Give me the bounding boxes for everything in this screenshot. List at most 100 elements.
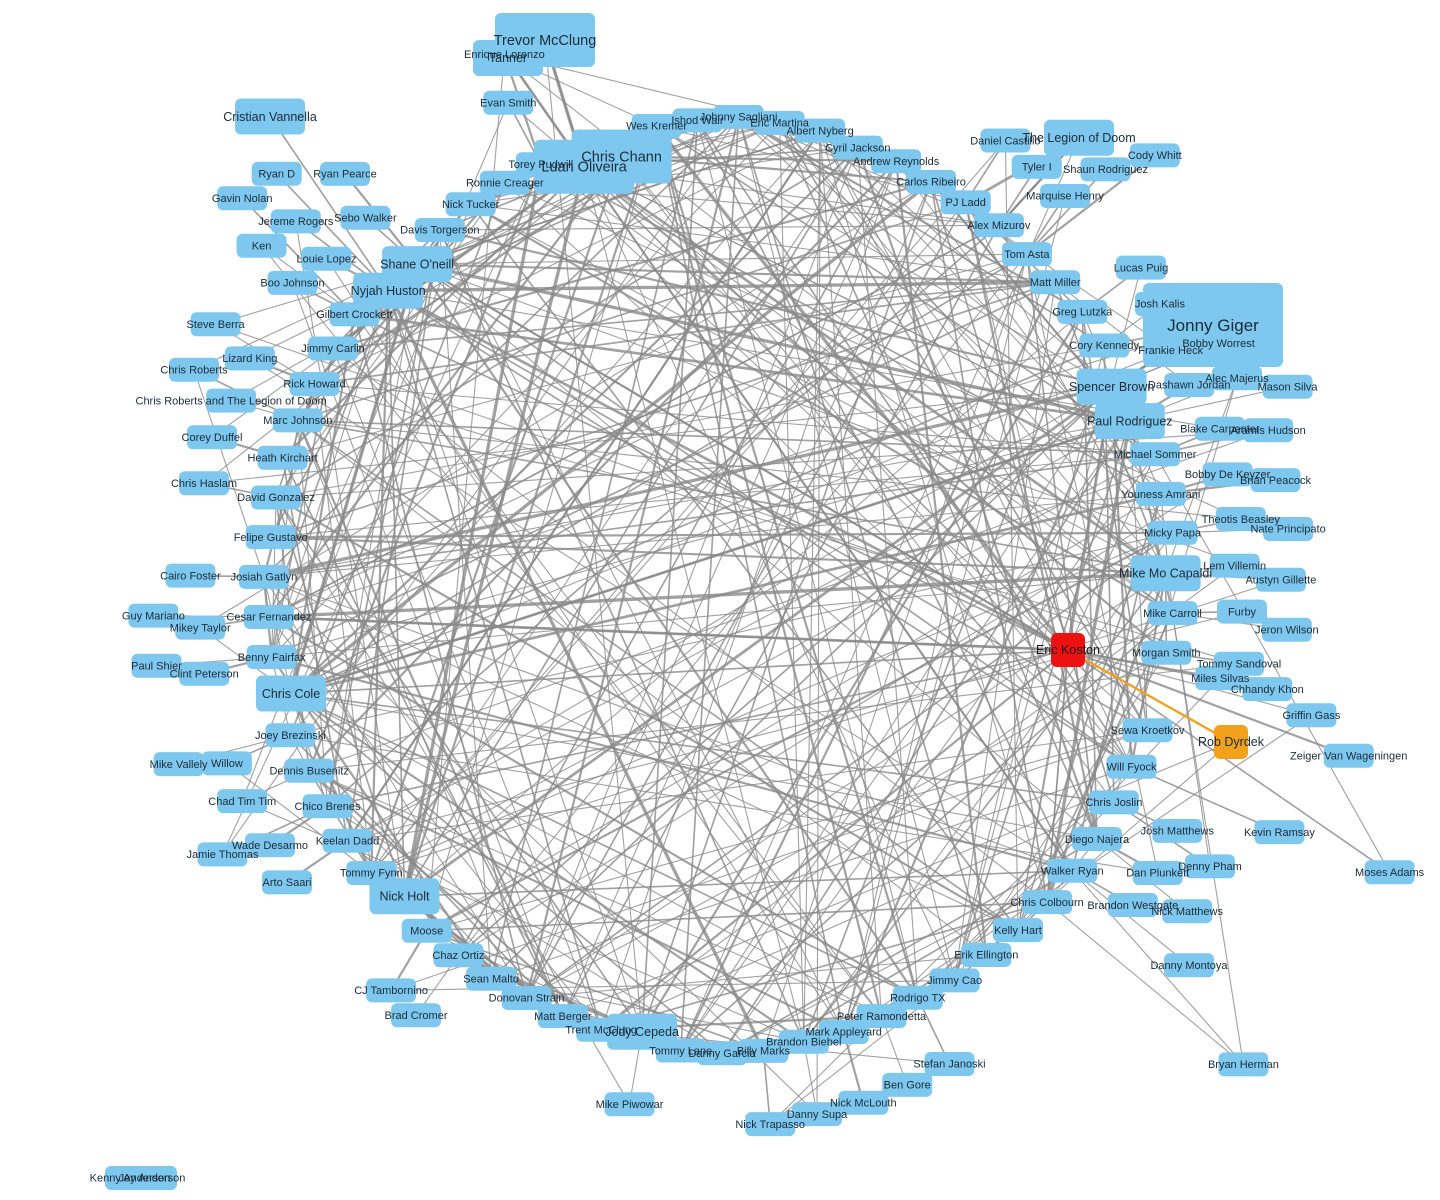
svg-text:Sewa Kroetkov: Sewa Kroetkov bbox=[1111, 725, 1185, 737]
svg-text:Josh Kalis: Josh Kalis bbox=[1135, 299, 1186, 311]
svg-text:Heath Kirchart: Heath Kirchart bbox=[247, 452, 317, 464]
svg-text:Cairo Foster: Cairo Foster bbox=[160, 570, 221, 582]
svg-text:Keelan Dadd: Keelan Dadd bbox=[316, 836, 380, 848]
svg-text:Evan Smith: Evan Smith bbox=[480, 97, 536, 109]
svg-text:Shane O'neill: Shane O'neill bbox=[380, 257, 454, 271]
svg-text:Trent McClung: Trent McClung bbox=[565, 1025, 637, 1037]
svg-text:Dan Plunkett: Dan Plunkett bbox=[1126, 868, 1189, 880]
svg-text:PJ Ladd: PJ Ladd bbox=[946, 197, 986, 209]
svg-text:Gavin Nolan: Gavin Nolan bbox=[212, 193, 273, 205]
svg-text:Spencer Brown: Spencer Brown bbox=[1069, 380, 1155, 394]
svg-text:Louie Lopez: Louie Lopez bbox=[297, 254, 357, 266]
svg-text:Chaz Ortiz: Chaz Ortiz bbox=[432, 950, 484, 962]
svg-text:Nick Holt: Nick Holt bbox=[379, 890, 430, 904]
svg-text:Chico Brenes: Chico Brenes bbox=[294, 801, 361, 813]
svg-text:Diego Najera: Diego Najera bbox=[1065, 834, 1130, 846]
svg-text:Willow: Willow bbox=[211, 758, 243, 770]
svg-text:Torey Pudwill: Torey Pudwill bbox=[508, 159, 573, 171]
svg-text:Enrique Lorenzo: Enrique Lorenzo bbox=[464, 49, 545, 61]
svg-text:Rodrigo TX: Rodrigo TX bbox=[890, 992, 946, 1004]
svg-text:Jimmy Cao: Jimmy Cao bbox=[927, 975, 982, 987]
svg-text:Josh Matthews: Josh Matthews bbox=[1141, 826, 1215, 838]
svg-text:Griffin Gass: Griffin Gass bbox=[1282, 710, 1340, 722]
svg-text:Chris Cole: Chris Cole bbox=[262, 687, 320, 701]
svg-text:Chhandy Khon: Chhandy Khon bbox=[1231, 684, 1304, 696]
svg-text:Mike Carroll: Mike Carroll bbox=[1143, 608, 1202, 620]
svg-text:Sean Malto: Sean Malto bbox=[463, 974, 519, 986]
svg-text:Andrew Reynolds: Andrew Reynolds bbox=[853, 156, 940, 168]
svg-text:Chris Roberts: Chris Roberts bbox=[160, 364, 228, 376]
svg-text:Chris Colbourn: Chris Colbourn bbox=[1010, 897, 1083, 909]
svg-text:Youness Amrani: Youness Amrani bbox=[1121, 489, 1200, 501]
svg-text:Jeron Wilson: Jeron Wilson bbox=[1255, 625, 1319, 637]
svg-text:Ken: Ken bbox=[252, 240, 272, 252]
svg-text:Cesar Fernandez: Cesar Fernandez bbox=[226, 612, 311, 624]
svg-text:Gilbert Crockett: Gilbert Crockett bbox=[316, 309, 392, 321]
svg-text:Erik Ellington: Erik Ellington bbox=[954, 950, 1018, 962]
svg-text:Dennis Busenitz: Dennis Busenitz bbox=[269, 766, 349, 778]
svg-text:Mason Silva: Mason Silva bbox=[1258, 381, 1319, 393]
svg-text:Nyjah Huston: Nyjah Huston bbox=[351, 284, 426, 298]
svg-text:Furby: Furby bbox=[1228, 606, 1257, 618]
svg-text:Donovan Strain: Donovan Strain bbox=[489, 993, 565, 1005]
svg-text:David Gonzalez: David Gonzalez bbox=[237, 492, 315, 504]
svg-text:Bobby Worrest: Bobby Worrest bbox=[1182, 338, 1255, 350]
svg-text:Ryan D: Ryan D bbox=[258, 169, 295, 181]
svg-text:Cyril Jackson: Cyril Jackson bbox=[825, 142, 890, 154]
svg-text:Marc Johnson: Marc Johnson bbox=[263, 415, 332, 427]
svg-text:CJ Tambornino: CJ Tambornino bbox=[354, 985, 428, 997]
svg-text:Austyn Gillette: Austyn Gillette bbox=[1245, 574, 1316, 586]
svg-text:Josiah Gatlyn: Josiah Gatlyn bbox=[231, 572, 298, 584]
svg-text:Brian Peacock: Brian Peacock bbox=[1240, 475, 1311, 487]
svg-text:Matt Berger: Matt Berger bbox=[534, 1011, 592, 1023]
svg-text:Chris Haslam: Chris Haslam bbox=[171, 478, 237, 490]
svg-text:Micky Papa: Micky Papa bbox=[1144, 527, 1202, 539]
svg-text:Alex Mizurov: Alex Mizurov bbox=[967, 220, 1030, 232]
svg-text:Tommy Fynn: Tommy Fynn bbox=[340, 868, 403, 880]
svg-text:Bryan Herman: Bryan Herman bbox=[1208, 1059, 1279, 1071]
svg-text:Tommy Lane: Tommy Lane bbox=[649, 1045, 712, 1057]
svg-text:Ben Gore: Ben Gore bbox=[884, 1080, 931, 1092]
svg-text:The Legion of Doom: The Legion of Doom bbox=[1022, 131, 1135, 145]
svg-text:Michael Sommer: Michael Sommer bbox=[1114, 449, 1197, 461]
svg-text:Nate Principato: Nate Principato bbox=[1250, 524, 1325, 536]
svg-text:Jamie Thomas: Jamie Thomas bbox=[187, 849, 259, 861]
svg-text:Morgan Smith: Morgan Smith bbox=[1132, 647, 1200, 659]
svg-text:Jey Anderson: Jey Anderson bbox=[119, 1173, 186, 1185]
svg-text:Boo Johnson: Boo Johnson bbox=[260, 278, 324, 290]
svg-text:Jimmy Carlin: Jimmy Carlin bbox=[301, 343, 365, 355]
svg-text:Nick McLouth: Nick McLouth bbox=[830, 1098, 897, 1110]
svg-text:Arto Saari: Arto Saari bbox=[263, 877, 312, 889]
svg-text:Mike Vallely: Mike Vallely bbox=[150, 759, 208, 771]
svg-text:Corey Duffel: Corey Duffel bbox=[182, 432, 243, 444]
svg-text:Greg Lutzka: Greg Lutzka bbox=[1052, 307, 1113, 319]
svg-text:Davis Torgerson: Davis Torgerson bbox=[400, 225, 479, 237]
svg-text:Kevin Ramsay: Kevin Ramsay bbox=[1244, 827, 1315, 839]
svg-text:Joey Brezinski: Joey Brezinski bbox=[255, 730, 326, 742]
svg-text:Lizard King: Lizard King bbox=[222, 353, 277, 365]
svg-text:Brad Cromer: Brad Cromer bbox=[385, 1010, 448, 1022]
svg-text:Mikey Taylor: Mikey Taylor bbox=[170, 622, 231, 634]
svg-text:Tom Asta: Tom Asta bbox=[1004, 249, 1050, 261]
svg-text:Sebo Walker: Sebo Walker bbox=[334, 213, 397, 225]
svg-text:Guy Mariano: Guy Mariano bbox=[122, 610, 185, 622]
svg-text:Benny Fairfax: Benny Fairfax bbox=[238, 652, 306, 664]
svg-text:Nick Tucker: Nick Tucker bbox=[442, 199, 500, 211]
svg-text:Steve Berra: Steve Berra bbox=[187, 319, 246, 331]
svg-text:Zeiger Van Wageningen: Zeiger Van Wageningen bbox=[1290, 751, 1407, 763]
svg-text:Ryan Pearce: Ryan Pearce bbox=[313, 169, 377, 181]
svg-text:Chris Chann: Chris Chann bbox=[581, 149, 662, 165]
svg-text:Tommy Sandoval: Tommy Sandoval bbox=[1197, 658, 1281, 670]
svg-text:Shaun Rodriguez: Shaun Rodriguez bbox=[1063, 164, 1148, 176]
svg-text:Trevor McClung: Trevor McClung bbox=[494, 33, 597, 49]
svg-text:Tyler I: Tyler I bbox=[1022, 162, 1052, 174]
svg-text:Moses Adams: Moses Adams bbox=[1355, 867, 1425, 879]
svg-text:Albert Nyberg: Albert Nyberg bbox=[786, 125, 853, 137]
svg-text:Cody Whitt: Cody Whitt bbox=[1128, 150, 1182, 162]
svg-text:Ronnie Creager: Ronnie Creager bbox=[466, 177, 544, 189]
svg-text:Will Fyock: Will Fyock bbox=[1106, 762, 1157, 774]
svg-text:Paul Shier: Paul Shier bbox=[131, 661, 182, 673]
svg-text:Peter Ramondetta: Peter Ramondetta bbox=[837, 1011, 927, 1023]
svg-text:Chris Joslin: Chris Joslin bbox=[1085, 797, 1142, 809]
svg-text:Nick Trapasso: Nick Trapasso bbox=[735, 1119, 805, 1131]
